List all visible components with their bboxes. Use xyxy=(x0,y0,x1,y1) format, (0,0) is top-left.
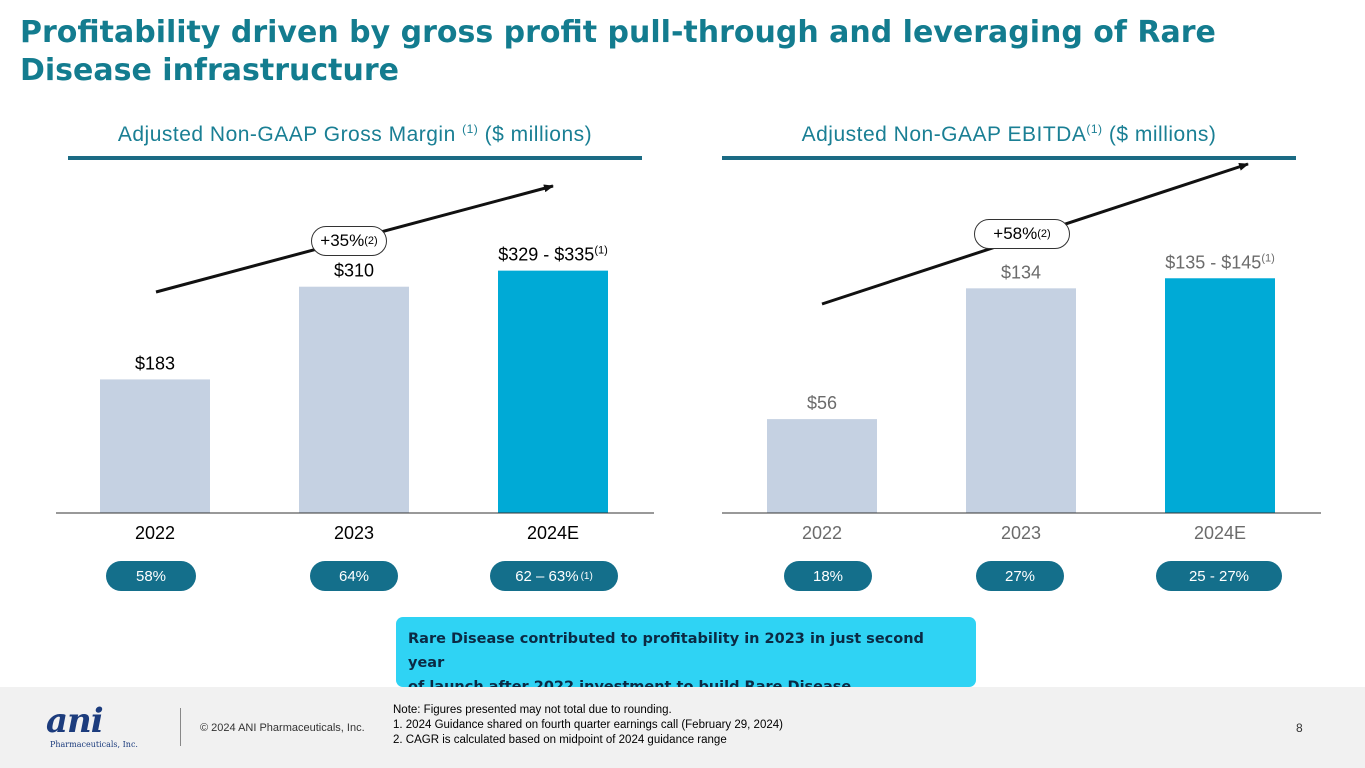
footnote-line: 1. 2024 Guidance shared on fourth quarte… xyxy=(393,719,783,731)
margin-pill-2023-gross: 64% xyxy=(310,561,398,591)
bar-value-label: $135 - $145(1) xyxy=(1165,252,1275,272)
chart-title-footnote: (1) xyxy=(462,122,479,136)
bar-2024E xyxy=(498,270,608,513)
bar-value-label: $183 xyxy=(135,353,175,373)
chart-header-ebitda: Adjusted Non-GAAP EBITDA(1) ($ millions) xyxy=(722,122,1296,147)
margin-pill-text: 27% xyxy=(1004,567,1036,585)
growth-footnote: (2) xyxy=(1037,228,1051,240)
margin-pill-2022-gross: 58% xyxy=(106,561,196,591)
footnote-line: 2. CAGR is calculated based on midpoint … xyxy=(393,734,727,746)
growth-value: +35% xyxy=(320,231,365,250)
footnotes: Note: Figures presented may not total du… xyxy=(393,703,783,748)
footnote-line: Note: Figures presented may not total du… xyxy=(393,704,672,716)
margin-pill-text: 18% xyxy=(812,567,844,585)
margin-pill-2022-ebitda: 18% xyxy=(784,561,872,591)
margin-pill-2023-ebitda: 27% xyxy=(976,561,1064,591)
footer-divider xyxy=(180,708,181,746)
chart-header-rule xyxy=(68,156,642,160)
callout-line: Rare Disease contributed to profitabilit… xyxy=(408,631,924,671)
chart-header-gross-margin: Adjusted Non-GAAP Gross Margin (1) ($ mi… xyxy=(68,122,642,147)
chart-title-unit: ($ millions) xyxy=(1108,123,1217,146)
bar-2022 xyxy=(100,379,210,513)
growth-badge-gross-margin: +35% (2) xyxy=(311,226,387,256)
bar-value-label: $310 xyxy=(334,261,374,281)
bar-2022 xyxy=(767,419,877,513)
x-tick-label: 2022 xyxy=(802,523,842,543)
bar-2024E xyxy=(1165,278,1275,513)
margin-pill-text: 62 – 63% xyxy=(515,567,579,585)
bar-2023 xyxy=(299,286,409,513)
bar-value-label: $329 - $335(1) xyxy=(498,245,608,265)
x-tick-label: 2022 xyxy=(135,523,175,543)
bar-value-label: $56 xyxy=(807,393,837,413)
margin-pill-text: 64% xyxy=(338,567,370,585)
footer xyxy=(0,687,1365,768)
rare-disease-callout: Rare Disease contributed to profitabilit… xyxy=(396,617,976,719)
margin-pill-text: 25 - 27% xyxy=(1188,567,1250,585)
x-tick-label: 2024E xyxy=(1194,523,1246,543)
chart-header-rule xyxy=(722,156,1296,160)
margin-pill-text: 58% xyxy=(135,567,167,585)
chart-title-footnote: (1) xyxy=(1086,122,1103,136)
chart-title-unit: ($ millions) xyxy=(484,123,593,146)
x-tick-label: 2024E xyxy=(527,523,579,543)
margin-pill-footnote: (1) xyxy=(580,570,593,582)
x-tick-label: 2023 xyxy=(1001,523,1041,543)
x-tick-label: 2023 xyxy=(334,523,374,543)
copyright: © 2024 ANI Pharmaceuticals, Inc. xyxy=(200,722,365,734)
chart-title: Adjusted Non-GAAP Gross Margin xyxy=(117,123,456,146)
margin-pill-2024e-gross: 62 – 63% (1) xyxy=(490,561,618,591)
growth-value: +58% xyxy=(993,224,1038,243)
bar-value-label: $134 xyxy=(1001,262,1041,282)
company-logo: ani Pharmaceuticals, Inc. xyxy=(46,704,161,752)
chart-title: Adjusted Non-GAAP EBITDA xyxy=(801,123,1087,146)
page-number: 8 xyxy=(1296,721,1303,735)
logo-wordmark: ani xyxy=(46,701,104,741)
growth-badge-ebitda: +58% (2) xyxy=(974,219,1070,249)
margin-pill-2024e-ebitda: 25 - 27% xyxy=(1156,561,1282,591)
page-title: Profitability driven by gross profit pul… xyxy=(20,15,1216,88)
logo-subtitle: Pharmaceuticals, Inc. xyxy=(50,740,138,749)
growth-footnote: (2) xyxy=(364,235,378,247)
bar-2023 xyxy=(966,288,1076,513)
